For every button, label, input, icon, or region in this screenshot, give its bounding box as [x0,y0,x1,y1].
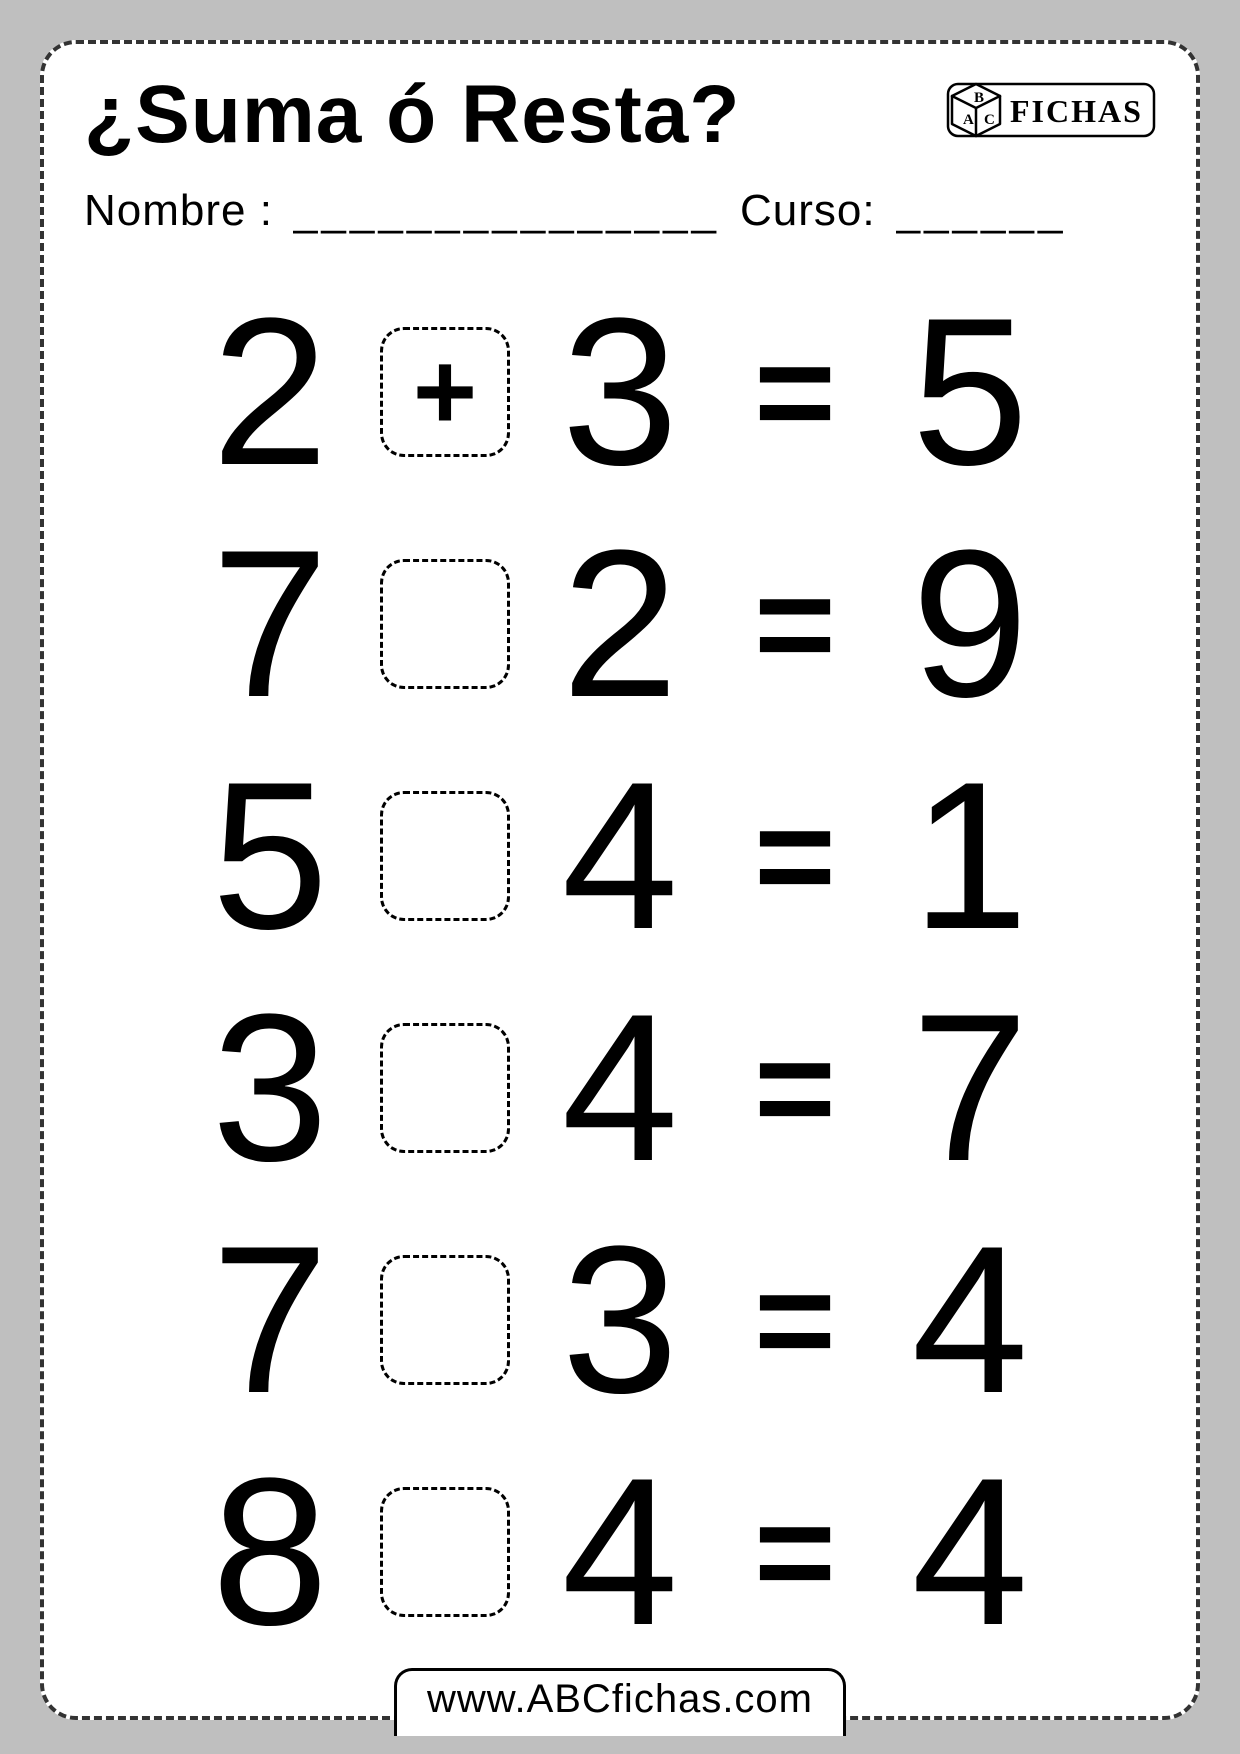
operand-b: 4 [530,983,710,1193]
result: 1 [880,751,1060,961]
result: 9 [880,519,1060,729]
operand-b: 4 [530,751,710,961]
problem-row: 7 3 = 4 [84,1204,1156,1436]
problem-row: 7 2 = 9 [84,508,1156,740]
operand-a: 2 [180,287,360,497]
worksheet-sheet: ¿Suma ó Resta? A B C FICHAS Nombre : ___… [40,40,1200,1720]
operator-box[interactable] [380,1255,510,1385]
equals-sign: = [710,786,880,926]
cube-letter-a: A [963,112,974,128]
result: 7 [880,983,1060,1193]
problem-row: 8 4 = 4 [84,1436,1156,1668]
operand-a: 7 [180,1215,360,1425]
operator-cell [360,791,530,921]
result: 4 [880,1215,1060,1425]
equals-sign: = [710,1018,880,1158]
equals-sign: = [710,554,880,694]
operator-cell: + [360,327,530,457]
abc-fichas-logo-icon: A B C FICHAS [946,78,1156,142]
operand-a: 5 [180,751,360,961]
page-title: ¿Suma ó Resta? [84,68,740,162]
name-course-row: Nombre : _______________ Curso: ______ [84,186,1156,236]
name-label: Nombre : [84,186,273,236]
cube-letter-c: C [984,112,995,128]
problem-row: 3 4 = 7 [84,972,1156,1204]
problems-grid: 2 + 3 = 5 7 2 = 9 5 4 = 1 3 [84,276,1156,1668]
equals-sign: = [710,1250,880,1390]
operand-b: 4 [530,1447,710,1657]
result: 5 [880,287,1060,497]
brand-logo: A B C FICHAS [946,78,1156,147]
operand-a: 8 [180,1447,360,1657]
operator-box[interactable]: + [380,327,510,457]
operator-cell [360,559,530,689]
operator-box[interactable] [380,1487,510,1617]
operand-a: 3 [180,983,360,1193]
name-blank[interactable]: _______________ [293,186,720,236]
operator-box[interactable] [380,1023,510,1153]
equals-sign: = [710,322,880,462]
problem-row: 2 + 3 = 5 [84,276,1156,508]
operand-b: 3 [530,287,710,497]
operator-cell [360,1023,530,1153]
operator-box[interactable] [380,791,510,921]
header: ¿Suma ó Resta? A B C FICHAS [84,74,1156,162]
equals-sign: = [710,1482,880,1622]
cube-letter-b: B [974,90,984,106]
problem-row: 5 4 = 1 [84,740,1156,972]
operator-cell [360,1255,530,1385]
operator-box[interactable] [380,559,510,689]
logo-text: FICHAS [1010,93,1143,129]
result: 4 [880,1447,1060,1657]
course-label: Curso: [740,186,876,236]
operand-a: 7 [180,519,360,729]
operand-b: 3 [530,1215,710,1425]
course-blank[interactable]: ______ [896,186,1067,236]
footer-url: www.ABCfichas.com [394,1668,846,1736]
operand-b: 2 [530,519,710,729]
operator-cell [360,1487,530,1617]
